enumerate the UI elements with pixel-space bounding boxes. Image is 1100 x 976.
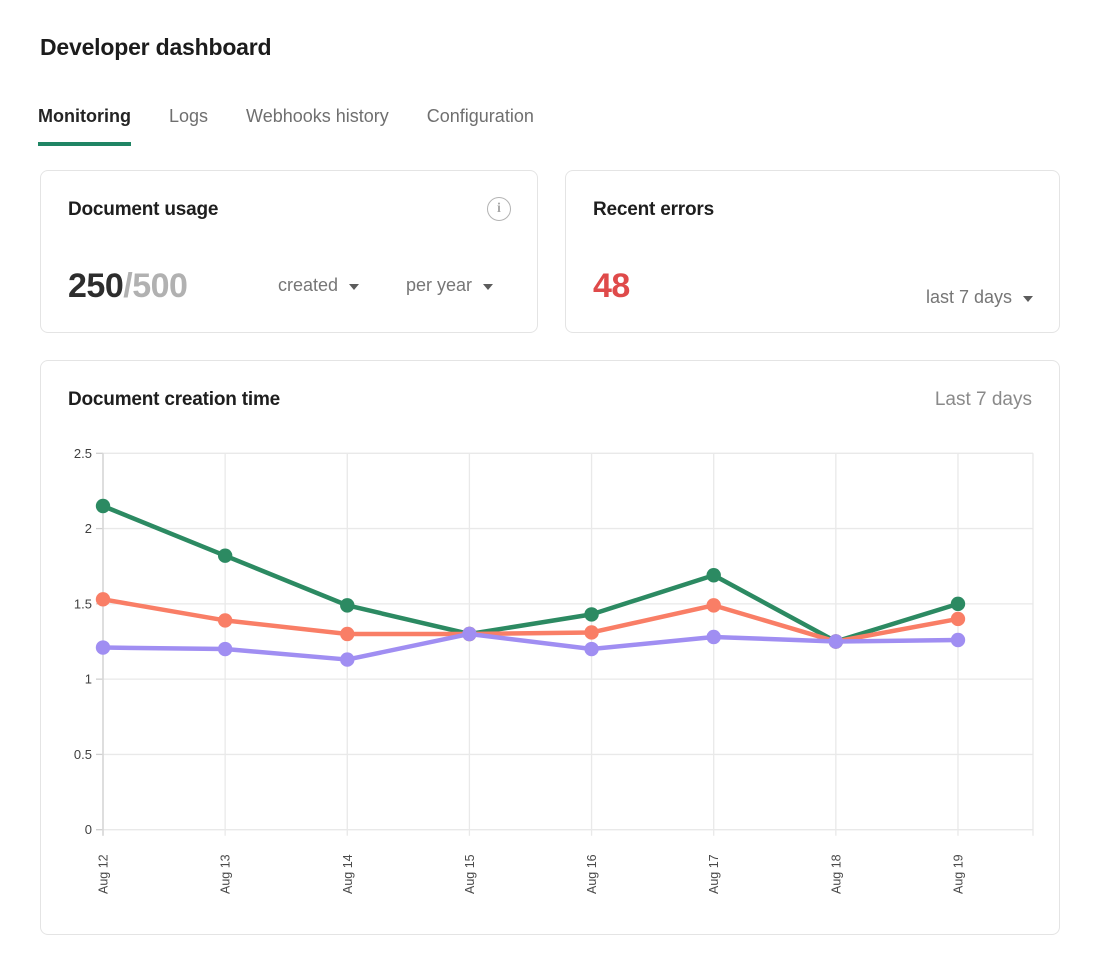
chart-point-series-coral — [706, 598, 721, 613]
tab-monitoring[interactable]: Monitoring — [38, 106, 131, 146]
x-tick-label: Aug 14 — [341, 854, 355, 894]
y-tick-label: 0 — [85, 822, 92, 837]
usage-count: 250/500 — [68, 267, 188, 306]
chevron-down-icon — [483, 283, 494, 290]
chart-line-series-green — [100, 503, 961, 644]
x-tick-label: Aug 19 — [951, 854, 965, 894]
chart-point-series-green — [340, 598, 355, 613]
chart-point-series-coral — [584, 625, 599, 640]
recent-errors-card: Recent errors 48 last 7 days — [565, 170, 1060, 333]
info-icon-glyph: i — [497, 201, 501, 216]
usage-limit-value: 500 — [132, 267, 188, 305]
x-tick-label: Aug 17 — [707, 854, 721, 894]
errors-count: 48 — [593, 267, 630, 305]
chart-line-series-purple — [100, 631, 961, 662]
tab-logs[interactable]: Logs — [168, 106, 209, 126]
chart-line-series-coral — [100, 597, 961, 644]
info-icon[interactable]: i — [487, 197, 511, 221]
y-tick-label: 2 — [85, 521, 92, 536]
chart-point-series-purple — [95, 640, 111, 655]
y-tick-label: 1.5 — [74, 596, 92, 611]
per-year-dropdown-label: per year — [406, 275, 473, 295]
y-tick-label: 1 — [85, 672, 92, 687]
y-tick-label: 2.5 — [74, 446, 92, 461]
x-tick-label: Aug 18 — [829, 854, 843, 894]
chart-point-series-coral — [217, 613, 233, 628]
chart-point-series-purple — [340, 652, 355, 667]
created-dropdown-label: created — [278, 275, 339, 295]
tab-configuration[interactable]: Configuration — [426, 106, 534, 126]
last-7-days-dropdown-label: last 7 days — [925, 287, 1012, 307]
chart-point-series-purple — [828, 634, 844, 649]
x-tick-label: Aug 12 — [97, 854, 111, 894]
x-tick-label: Aug 15 — [463, 854, 477, 894]
chart-point-series-purple — [584, 641, 599, 657]
chart-point-series-coral — [950, 611, 966, 627]
chevron-down-icon — [349, 283, 360, 290]
usage-used-value: 250 — [68, 267, 124, 305]
line-chart: 0 0.5 1 1.5 2 2.5 Aug 12 Aug 13 Aug 14 Aug 15 Aug … — [74, 446, 1034, 894]
created-dropdown[interactable]: created — [278, 275, 360, 296]
last-7-days-dropdown[interactable]: last 7 days — [926, 287, 1033, 308]
chart-point-series-purple — [706, 629, 721, 645]
chart-point-series-purple — [950, 632, 966, 648]
document-usage-title: Document usage — [68, 199, 219, 220]
chart-point-series-green — [584, 607, 599, 622]
x-tick-label: Aug 16 — [585, 854, 599, 894]
chart-point-series-green — [217, 548, 233, 563]
chart-point-series-green — [95, 498, 111, 514]
usage-separator: / — [123, 267, 133, 305]
page-title: Developer dashboard — [40, 34, 272, 60]
x-tick-label: Aug 13 — [219, 854, 233, 894]
y-tick-label: 0.5 — [74, 747, 92, 762]
chart-point-series-coral — [340, 626, 355, 642]
document-usage-card: Document usage i 250/500 created per yea… — [40, 170, 538, 333]
chart-point-series-green — [950, 596, 966, 612]
chart-point-series-purple — [217, 641, 233, 657]
document-creation-time-card: Document creation time Last 7 days 0 0.5 1… — [40, 360, 1060, 935]
chevron-down-icon — [1023, 295, 1033, 302]
chart-point-series-coral — [95, 592, 111, 607]
tab-webhooks-history[interactable]: Webhooks history — [246, 106, 389, 126]
chart-range-label: Last 7 days — [934, 389, 1032, 410]
per-year-dropdown[interactable]: per year — [406, 275, 494, 296]
recent-errors-title: Recent errors — [593, 199, 714, 220]
chart-point-series-green — [706, 568, 721, 583]
chart-title: Document creation time — [68, 389, 281, 410]
tab-bar: Monitoring Logs Webhooks history Configu… — [38, 106, 534, 146]
chart-point-series-purple — [462, 626, 477, 642]
